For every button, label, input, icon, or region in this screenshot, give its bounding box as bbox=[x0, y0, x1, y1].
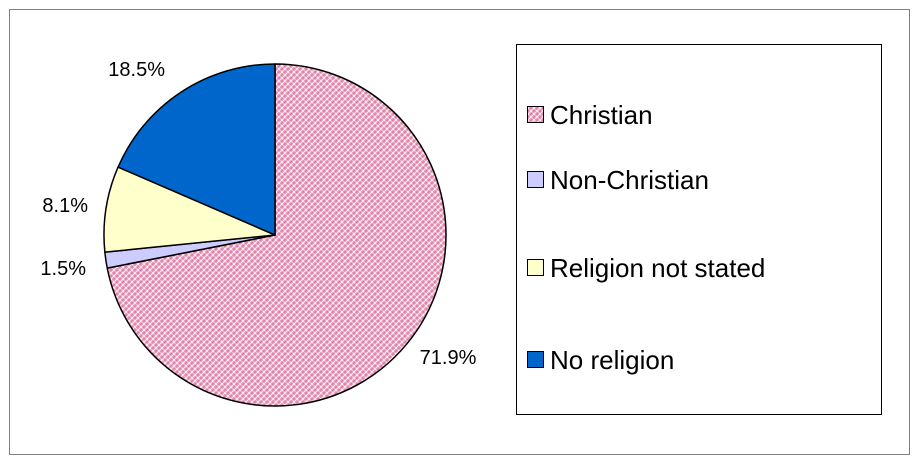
legend-swatch-non-christian bbox=[527, 171, 544, 188]
pie-slice-christian bbox=[106, 63, 447, 407]
legend-box bbox=[516, 44, 882, 415]
legend-label-non-christian: Non-Christian bbox=[550, 165, 709, 195]
pie-slice-no-religion bbox=[117, 63, 276, 236]
data-label-non-christian: 1.5% bbox=[40, 258, 86, 280]
legend-swatch-christian bbox=[527, 106, 544, 123]
pie-slices bbox=[103, 63, 447, 407]
data-label-christian: 71.9% bbox=[420, 347, 477, 369]
legend-swatch-no-religion bbox=[527, 351, 544, 368]
data-label-religion-not-stated: 8.1% bbox=[42, 195, 88, 217]
data-label-no-religion: 18.5% bbox=[108, 59, 165, 81]
legend: Christian Non-Christian Religion not state… bbox=[516, 44, 882, 415]
data-labels: 71.9% 1.5% 8.1% 18.5% bbox=[40, 59, 476, 369]
legend-swatch-religion-not-stated bbox=[527, 259, 544, 276]
legend-label-religion-not-stated: Religion not stated bbox=[550, 253, 765, 283]
legend-label-christian: Christian bbox=[550, 100, 653, 130]
legend-label-no-religion: No religion bbox=[550, 345, 674, 375]
